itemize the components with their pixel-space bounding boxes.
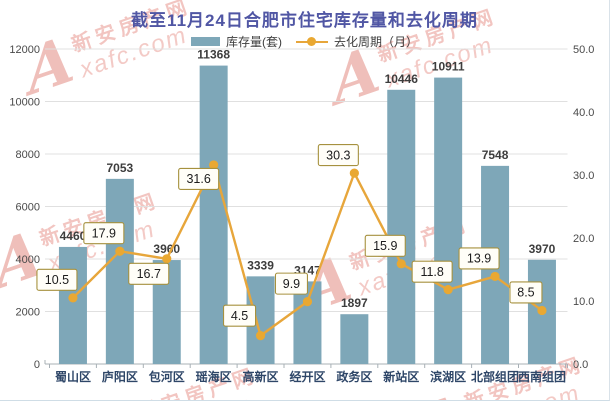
y-axis-tick-label-right: 30.0	[573, 170, 594, 182]
value-label-text: 8.5	[517, 286, 534, 300]
x-axis-label: 新站区	[383, 369, 419, 384]
x-axis-label: 蜀山区	[55, 369, 91, 384]
bar	[293, 281, 322, 364]
data-point-marker	[396, 259, 406, 269]
value-label-text: 4.5	[231, 309, 248, 323]
y-axis-tick-label-left: 10000	[9, 97, 40, 109]
y-axis-tick-label-left: 0	[34, 359, 40, 371]
bar	[58, 246, 87, 364]
bar-value-label: 3970	[529, 242, 556, 256]
legend-label: 去化周期（月）	[333, 35, 418, 49]
x-axis-label: 滨湖区	[430, 369, 466, 384]
value-label-text: 30.3	[326, 148, 350, 162]
x-axis-label: 政务区	[336, 369, 372, 384]
bar-value-label: 7053	[106, 161, 133, 175]
value-label-text: 31.6	[186, 172, 210, 186]
data-point-marker	[115, 246, 125, 256]
y-axis-tick-label-left: 2000	[16, 307, 40, 319]
bar-value-label: 7548	[482, 148, 509, 162]
data-point-marker	[490, 271, 500, 282]
line-marker-icon	[295, 37, 328, 46]
y-axis-tick-label-right: 40.0	[573, 107, 594, 119]
value-label-box	[128, 262, 170, 285]
x-axis-label: 经开区	[289, 369, 325, 384]
value-label-text: 16.7	[137, 267, 161, 281]
chart-legend: 库存量(套) 去化周期（月）	[0, 33, 609, 50]
value-label-box	[178, 167, 220, 190]
value-label-box	[83, 222, 125, 245]
y-axis-tick-label-right: 10.0	[573, 296, 594, 308]
value-label-box	[411, 260, 453, 283]
value-label-text: 17.9	[92, 226, 116, 240]
x-axis-label: 高新区	[243, 369, 279, 384]
data-point-marker	[302, 297, 313, 307]
bar-value-label: 3339	[247, 258, 274, 272]
legend-label: 库存量(套)	[225, 35, 282, 49]
data-point-marker	[443, 285, 453, 295]
data-point-marker	[68, 293, 78, 303]
bar-value-label: 10911	[432, 60, 465, 74]
y-axis-tick-label-left: 4000	[16, 254, 40, 266]
value-label-box	[364, 234, 406, 257]
x-axis-label: 西南组团	[518, 369, 566, 384]
value-label-box	[223, 304, 257, 327]
value-label-box	[274, 272, 309, 295]
y-axis-tick-label-right: 50.0	[573, 44, 594, 56]
y-axis-tick-label-right: 20.0	[573, 233, 594, 245]
value-label-box	[509, 281, 543, 304]
data-point-marker	[349, 168, 359, 178]
bar-swatch-icon	[190, 37, 220, 46]
bar-value-label: 10446	[385, 72, 419, 86]
legend-item-inventory: 库存量(套)	[190, 33, 282, 50]
x-axis-label: 瑶海区	[196, 369, 232, 384]
value-label-text: 13.9	[467, 252, 491, 266]
bar-value-label: 11368	[197, 48, 230, 62]
y-axis-tick-label-right: 0.0	[573, 359, 588, 371]
y-axis-tick-label-left: 12000	[9, 44, 40, 56]
x-axis-label: 北部组团	[471, 369, 519, 384]
data-point-marker	[209, 160, 219, 170]
y-axis-tick-label-left: 6000	[16, 202, 40, 214]
bar-value-label: 4460	[60, 229, 87, 243]
bar-value-label: 3960	[153, 242, 180, 256]
value-label-text: 11.8	[420, 265, 443, 279]
bar	[434, 77, 463, 365]
value-label-text: 15.9	[373, 239, 397, 253]
value-label-box	[317, 144, 359, 167]
bar	[199, 65, 228, 364]
chart-title: 截至11月24日合肥市住宅库存量和去化周期	[131, 11, 478, 30]
data-point-marker	[162, 254, 172, 264]
legend-item-period: 去化周期（月）	[295, 33, 418, 50]
x-axis-label: 包河区	[148, 369, 185, 384]
data-point-marker	[537, 305, 547, 316]
value-label-text: 10.5	[45, 273, 69, 287]
bar-value-label: 1897	[341, 296, 368, 310]
bar	[387, 89, 416, 364]
data-point-marker	[255, 331, 266, 341]
x-axis-label: 庐阳区	[102, 369, 138, 384]
bar	[340, 314, 369, 364]
y-axis-tick-label-left: 8000	[16, 149, 40, 161]
value-label-box	[458, 247, 500, 270]
value-label-box	[36, 268, 78, 291]
value-label-text: 9.9	[283, 277, 300, 291]
